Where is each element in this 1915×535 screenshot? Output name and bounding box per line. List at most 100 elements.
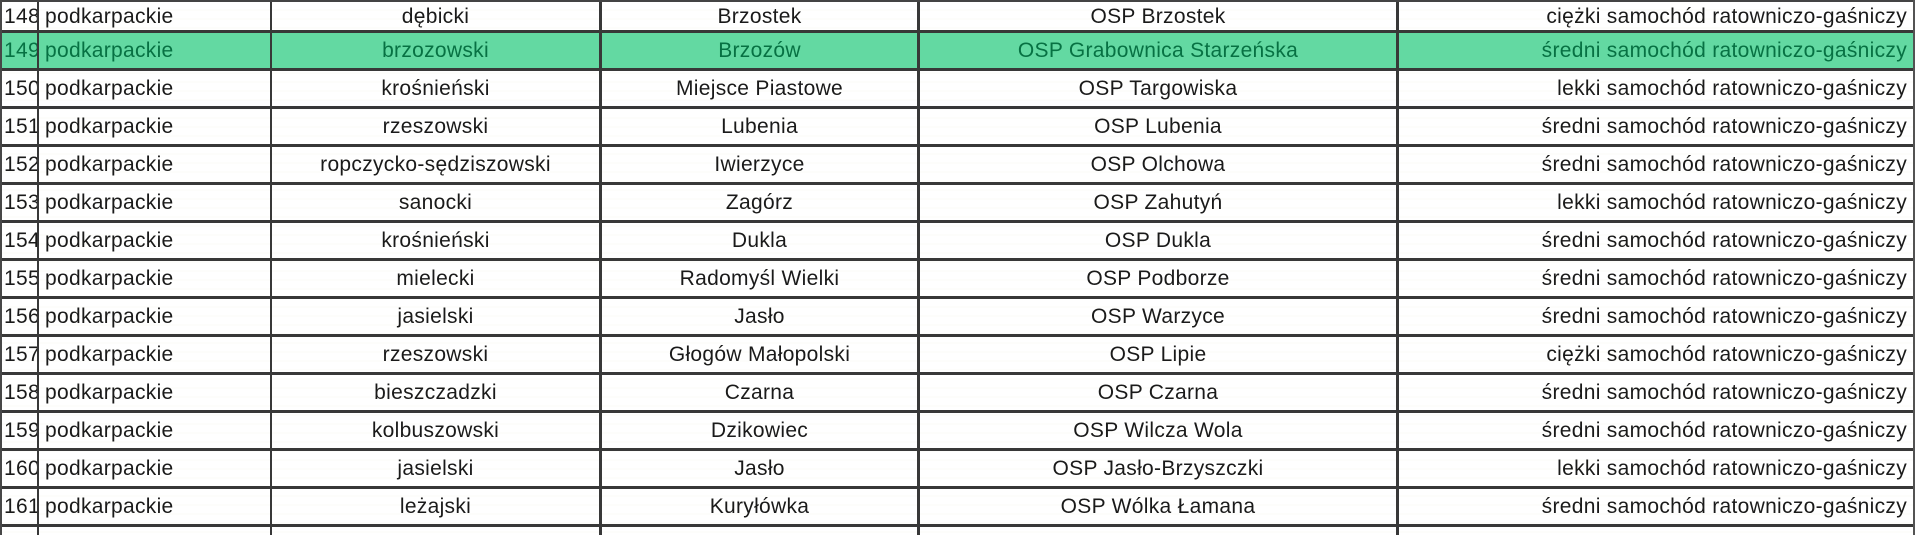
cell-vehicle-type: lekki samochód ratowniczo-gaśniczy [1557,77,1907,100]
cell-unit: OSP Zahutyń [920,185,1399,220]
cell-row-number: 161 [2,489,39,524]
cell-voivodeship: podkarpackie [39,33,272,68]
table-row: 158 podkarpackie bieszczadzki Czarna OSP… [2,375,1913,413]
cell-municipality: Jasło [602,451,920,486]
cell-district: dębicki [272,2,602,30]
cell-unit: OSP Targowiska [920,71,1399,106]
cell-voivodeship: podkarpackie [39,223,272,258]
cell-district: rzeszowski [272,109,602,144]
table-row: 155 podkarpackie mielecki Radomyśl Wielk… [2,261,1913,299]
cell-unit: OSP Lubenia [920,109,1399,144]
cell-unit: OSP Warzyce [920,299,1399,334]
cell-vehicle-type: średni samochód ratowniczo-gaśniczy [1541,267,1907,290]
cell-municipality: Dukla [602,223,920,258]
cell-voivodeship: podkarpackie [39,261,272,296]
cell-unit: OSP Wólka Łamana [920,489,1399,524]
cell-row-number: 149 [2,33,39,68]
cell-row-number: 155 [2,261,39,296]
cell-row-number: 156 [2,299,39,334]
cell-municipality: Głogów Małopolski [602,337,920,372]
cell-unit: OSP Lipie [920,337,1399,372]
cell-municipality: Brzozów [602,33,920,68]
table-row: 148 podkarpackie dębicki Brzostek OSP Br… [2,0,1913,33]
cell-voivodeship: podkarpackie [39,71,272,106]
cell-row-number: 152 [2,147,39,182]
cell-vehicle-type: ciężki samochód ratowniczo-gaśniczy [1546,4,1907,28]
cell-vehicle-type: ciężki samochód ratowniczo-gaśniczy [1546,343,1907,366]
cell-district: sanocki [272,185,602,220]
cell-vehicle-type: lekki samochód ratowniczo-gaśniczy [1557,191,1907,214]
cell-vehicle-type: średni samochód ratowniczo-gaśniczy [1541,381,1907,404]
cell-voivodeship: podkarpackie [39,185,272,220]
cell-voivodeship: podkarpackie [39,451,272,486]
cell-vehicle-type: średni samochód ratowniczo-gaśniczy [1541,229,1907,252]
cell-municipality: Miejsce Piastowe [602,71,920,106]
cell-municipality: Czarna [602,375,920,410]
cell-voivodeship: podkarpackie [39,337,272,372]
cell-unit: OSP Olchowa [920,147,1399,182]
cell-row-number: 158 [2,375,39,410]
cell-vehicle-type: średni samochód ratowniczo-gaśniczy [1541,39,1907,62]
table-row: 151 podkarpackie rzeszowski Lubenia OSP … [2,109,1913,147]
cell-row-number: 154 [2,223,39,258]
table-row-partial [2,527,1913,535]
cell-row-number: 153 [2,185,39,220]
cell-row-number: 150 [2,71,39,106]
cell-row-number: 160 [2,451,39,486]
cell-district: leżajski [272,489,602,524]
table-row-highlighted: 149 podkarpackie brzozowski Brzozów OSP … [2,33,1913,71]
cell-district: krośnieński [272,71,602,106]
cell-voivodeship: podkarpackie [39,375,272,410]
cell-row-number [2,527,39,535]
cell-unit: OSP Jasło-Brzyszczki [920,451,1399,486]
table-row: 153 podkarpackie sanocki Zagórz OSP Zahu… [2,185,1913,223]
cell-vehicle-type: średni samochód ratowniczo-gaśniczy [1541,305,1907,328]
cell-district: mielecki [272,261,602,296]
cell-district: kolbuszowski [272,413,602,448]
cell-vehicle-type [1399,527,1913,535]
cell-district: jasielski [272,299,602,334]
cell-row-number: 159 [2,413,39,448]
cell-district [272,527,602,535]
cell-municipality: Brzostek [602,2,920,30]
table-row: 159 podkarpackie kolbuszowski Dzikowiec … [2,413,1913,451]
cell-district: bieszczadzki [272,375,602,410]
cell-unit: OSP Brzostek [920,2,1399,30]
cell-row-number: 148 [2,2,39,30]
cell-municipality: Dzikowiec [602,413,920,448]
cell-municipality: Kuryłówka [602,489,920,524]
table-row: 152 podkarpackie ropczycko-sędziszowski … [2,147,1913,185]
cell-municipality: Radomyśl Wielki [602,261,920,296]
cell-municipality: Zagórz [602,185,920,220]
cell-unit: OSP Grabownica Starzeńska [920,33,1399,68]
cell-district: brzozowski [272,33,602,68]
cell-voivodeship: podkarpackie [39,2,272,30]
cell-vehicle-type: średni samochód ratowniczo-gaśniczy [1541,153,1907,176]
cell-municipality: Jasło [602,299,920,334]
cell-district: jasielski [272,451,602,486]
cell-voivodeship: podkarpackie [39,109,272,144]
cell-voivodeship: podkarpackie [39,299,272,334]
cell-vehicle-type: średni samochód ratowniczo-gaśniczy [1541,115,1907,138]
cell-voivodeship: podkarpackie [39,147,272,182]
cell-row-number: 151 [2,109,39,144]
cell-municipality: Lubenia [602,109,920,144]
table-row: 160 podkarpackie jasielski Jasło OSP Jas… [2,451,1913,489]
table-row: 150 podkarpackie krośnieński Miejsce Pia… [2,71,1913,109]
cell-unit: OSP Dukla [920,223,1399,258]
cell-unit: OSP Podborze [920,261,1399,296]
cell-row-number: 157 [2,337,39,372]
cell-municipality: Iwierzyce [602,147,920,182]
cell-municipality [602,527,920,535]
cell-voivodeship: podkarpackie [39,413,272,448]
cell-district: ropczycko-sędziszowski [272,147,602,182]
cell-unit [920,527,1399,535]
cell-district: rzeszowski [272,337,602,372]
table-row: 156 podkarpackie jasielski Jasło OSP War… [2,299,1913,337]
cell-district: krośnieński [272,223,602,258]
cell-vehicle-type: lekki samochód ratowniczo-gaśniczy [1557,457,1907,480]
cell-unit: OSP Wilcza Wola [920,413,1399,448]
cell-voivodeship: podkarpackie [39,489,272,524]
cell-vehicle-type: średni samochód ratowniczo-gaśniczy [1541,495,1907,518]
